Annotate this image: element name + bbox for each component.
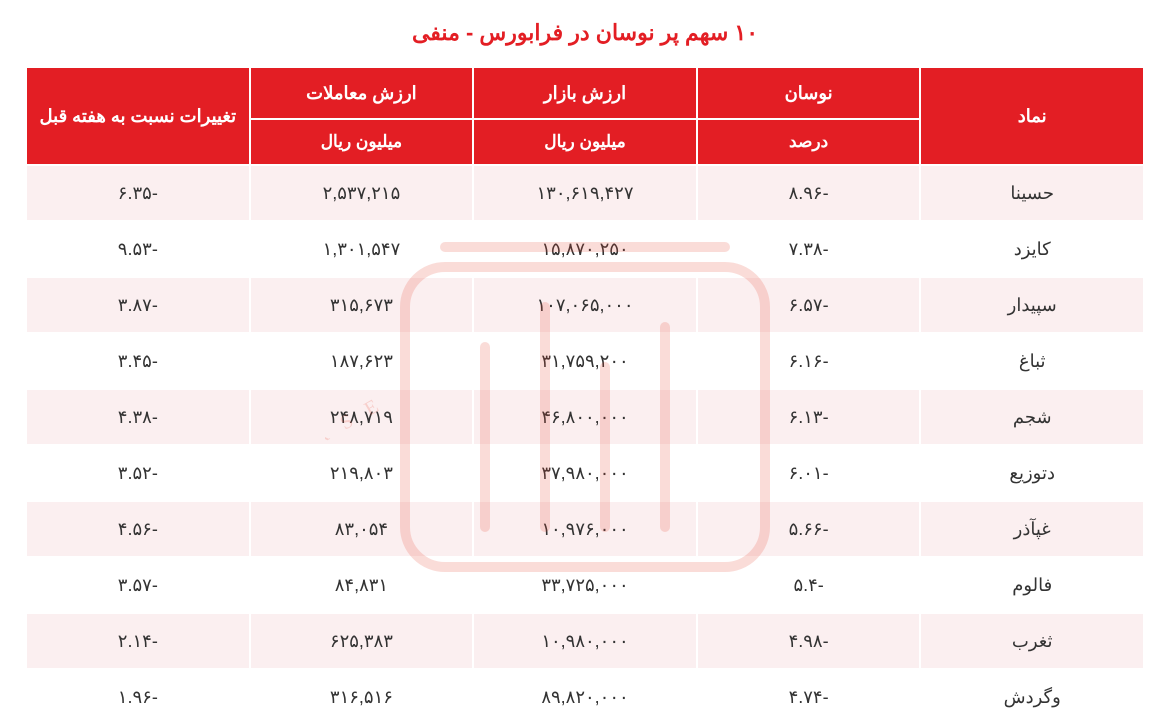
table-row: فالوم-۵.۴۳۳,۷۲۵,۰۰۰۸۴,۸۳۱-۳.۵۷ bbox=[27, 558, 1143, 612]
cell-market-value: ۸۹,۸۲۰,۰۰۰ bbox=[474, 670, 696, 724]
cell-trade-value: ۲۴۸,۷۱۹ bbox=[251, 390, 473, 444]
col-symbol-header: نماد bbox=[921, 68, 1143, 164]
cell-volatility: -۶.۱۳ bbox=[698, 390, 920, 444]
cell-market-value: ۴۶,۸۰۰,۰۰۰ bbox=[474, 390, 696, 444]
cell-volatility: -۵.۶۶ bbox=[698, 502, 920, 556]
cell-trade-value: ۸۳,۰۵۴ bbox=[251, 502, 473, 556]
cell-market-value: ۱۰۷,۰۶۵,۰۰۰ bbox=[474, 278, 696, 332]
col-volatility-sub: درصد bbox=[698, 120, 920, 164]
cell-symbol: غپآذر bbox=[921, 502, 1143, 556]
table-row: سپیدار-۶.۵۷۱۰۷,۰۶۵,۰۰۰۳۱۵,۶۷۳-۳.۸۷ bbox=[27, 278, 1143, 332]
col-weekly-change-header: تغییرات نسبت به هفته قبل bbox=[27, 68, 249, 164]
table-row: ثغرب-۴.۹۸۱۰,۹۸۰,۰۰۰۶۲۵,۳۸۳-۲.۱۴ bbox=[27, 614, 1143, 668]
table-row: ثباغ-۶.۱۶۳۱,۷۵۹,۲۰۰۱۸۷,۶۲۳-۳.۴۵ bbox=[27, 334, 1143, 388]
cell-weekly-change: -۴.۳۸ bbox=[27, 390, 249, 444]
cell-weekly-change: -۶.۳۵ bbox=[27, 166, 249, 220]
cell-volatility: -۸.۹۶ bbox=[698, 166, 920, 220]
cell-volatility: -۴.۷۴ bbox=[698, 670, 920, 724]
table-body: حسینا-۸.۹۶۱۳۰,۶۱۹,۴۲۷۲,۵۳۷,۲۱۵-۶.۳۵کایزد… bbox=[27, 166, 1143, 724]
table-row: غپآذر-۵.۶۶۱۰,۹۷۶,۰۰۰۸۳,۰۵۴-۴.۵۶ bbox=[27, 502, 1143, 556]
table-container: S E D A Y E B O U R S E نماد نوسان ارزش … bbox=[25, 66, 1145, 726]
cell-trade-value: ۲,۵۳۷,۲۱۵ bbox=[251, 166, 473, 220]
cell-trade-value: ۱,۳۰۱,۵۴۷ bbox=[251, 222, 473, 276]
cell-volatility: -۶.۱۶ bbox=[698, 334, 920, 388]
cell-market-value: ۱۰,۹۷۶,۰۰۰ bbox=[474, 502, 696, 556]
volatility-table: نماد نوسان ارزش بازار ارزش معاملات تغییر… bbox=[25, 66, 1145, 726]
cell-market-value: ۱۳۰,۶۱۹,۴۲۷ bbox=[474, 166, 696, 220]
cell-trade-value: ۲۱۹,۸۰۳ bbox=[251, 446, 473, 500]
cell-weekly-change: -۴.۵۶ bbox=[27, 502, 249, 556]
cell-trade-value: ۶۲۵,۳۸۳ bbox=[251, 614, 473, 668]
cell-symbol: فالوم bbox=[921, 558, 1143, 612]
col-market-value-sub: میلیون ریال bbox=[474, 120, 696, 164]
cell-trade-value: ۳۱۶,۵۱۶ bbox=[251, 670, 473, 724]
cell-symbol: ثغرب bbox=[921, 614, 1143, 668]
table-row: وگردش-۴.۷۴۸۹,۸۲۰,۰۰۰۳۱۶,۵۱۶-۱.۹۶ bbox=[27, 670, 1143, 724]
cell-weekly-change: -۳.۵۷ bbox=[27, 558, 249, 612]
col-trade-value-header: ارزش معاملات bbox=[251, 68, 473, 118]
cell-market-value: ۳۷,۹۸۰,۰۰۰ bbox=[474, 446, 696, 500]
cell-symbol: حسینا bbox=[921, 166, 1143, 220]
cell-symbol: سپیدار bbox=[921, 278, 1143, 332]
col-volatility-header: نوسان bbox=[698, 68, 920, 118]
col-market-value-header: ارزش بازار bbox=[474, 68, 696, 118]
cell-weekly-change: -۱.۹۶ bbox=[27, 670, 249, 724]
cell-weekly-change: -۲.۱۴ bbox=[27, 614, 249, 668]
table-row: شجم-۶.۱۳۴۶,۸۰۰,۰۰۰۲۴۸,۷۱۹-۴.۳۸ bbox=[27, 390, 1143, 444]
cell-market-value: ۱۰,۹۸۰,۰۰۰ bbox=[474, 614, 696, 668]
cell-volatility: -۶.۰۱ bbox=[698, 446, 920, 500]
cell-trade-value: ۱۸۷,۶۲۳ bbox=[251, 334, 473, 388]
table-row: کایزد-۷.۳۸۱۵,۸۷۰,۲۵۰۱,۳۰۱,۵۴۷-۹.۵۳ bbox=[27, 222, 1143, 276]
cell-symbol: وگردش bbox=[921, 670, 1143, 724]
table-row: دتوزیع-۶.۰۱۳۷,۹۸۰,۰۰۰۲۱۹,۸۰۳-۳.۵۲ bbox=[27, 446, 1143, 500]
cell-volatility: -۵.۴ bbox=[698, 558, 920, 612]
cell-volatility: -۷.۳۸ bbox=[698, 222, 920, 276]
cell-market-value: ۳۱,۷۵۹,۲۰۰ bbox=[474, 334, 696, 388]
cell-symbol: دتوزیع bbox=[921, 446, 1143, 500]
cell-weekly-change: -۳.۵۲ bbox=[27, 446, 249, 500]
cell-weekly-change: -۹.۵۳ bbox=[27, 222, 249, 276]
page-title: ۱۰ سهم پر نوسان در فرابورس - منفی bbox=[25, 20, 1145, 46]
cell-weekly-change: -۳.۸۷ bbox=[27, 278, 249, 332]
cell-weekly-change: -۳.۴۵ bbox=[27, 334, 249, 388]
cell-symbol: کایزد bbox=[921, 222, 1143, 276]
cell-market-value: ۳۳,۷۲۵,۰۰۰ bbox=[474, 558, 696, 612]
cell-trade-value: ۸۴,۸۳۱ bbox=[251, 558, 473, 612]
cell-volatility: -۶.۵۷ bbox=[698, 278, 920, 332]
cell-market-value: ۱۵,۸۷۰,۲۵۰ bbox=[474, 222, 696, 276]
col-trade-value-sub: میلیون ریال bbox=[251, 120, 473, 164]
cell-trade-value: ۳۱۵,۶۷۳ bbox=[251, 278, 473, 332]
cell-symbol: شجم bbox=[921, 390, 1143, 444]
cell-symbol: ثباغ bbox=[921, 334, 1143, 388]
table-row: حسینا-۸.۹۶۱۳۰,۶۱۹,۴۲۷۲,۵۳۷,۲۱۵-۶.۳۵ bbox=[27, 166, 1143, 220]
cell-volatility: -۴.۹۸ bbox=[698, 614, 920, 668]
